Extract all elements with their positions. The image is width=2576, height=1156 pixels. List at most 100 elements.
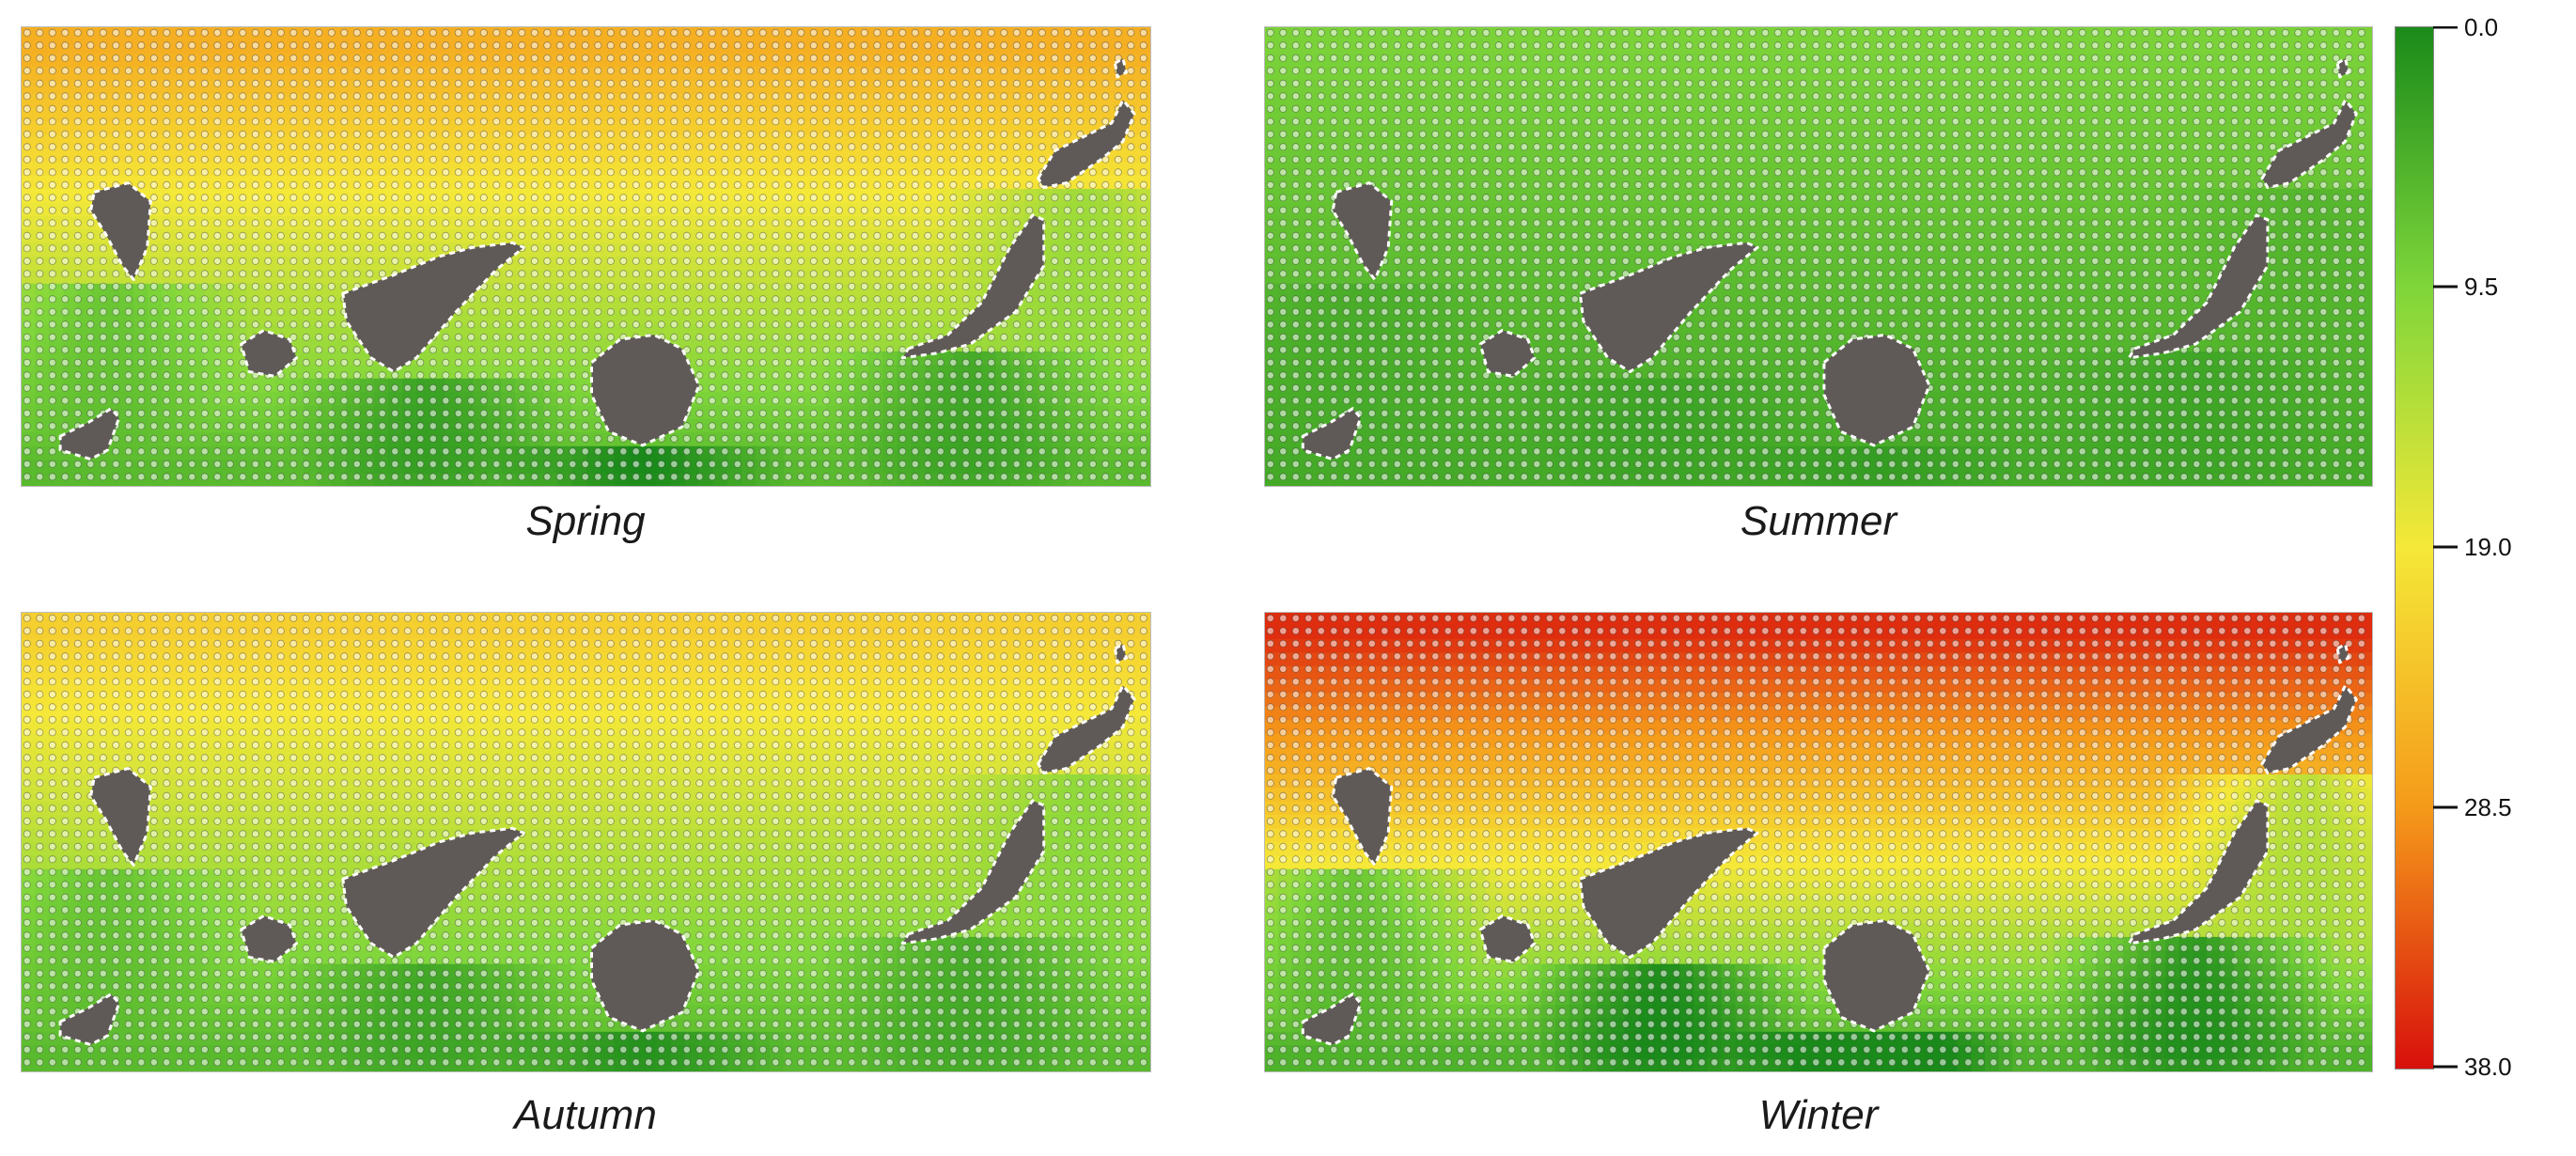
grid-point — [239, 117, 247, 126]
grid-point — [327, 28, 336, 37]
grid-point — [569, 282, 577, 290]
grid-point — [721, 168, 729, 177]
sea-cell — [642, 120, 658, 135]
grid-point — [530, 346, 539, 354]
grid-point — [1127, 41, 1135, 50]
sea-cell — [176, 215, 192, 230]
grid-point — [188, 244, 196, 253]
grid-point — [581, 79, 589, 87]
grid-point — [340, 231, 349, 240]
grid-point — [822, 194, 831, 202]
sea-cell — [868, 324, 883, 339]
grid-point — [315, 206, 323, 214]
grid-point — [657, 320, 665, 329]
grid-point — [924, 270, 932, 278]
sea-cell — [331, 215, 347, 230]
grid-point — [429, 117, 437, 126]
grid-point — [898, 130, 907, 138]
grid-point — [606, 28, 615, 37]
grid-point — [1012, 130, 1021, 138]
sea-cell — [473, 215, 488, 230]
grid-point — [302, 168, 310, 177]
grid-point — [657, 155, 665, 164]
grid-point — [1025, 104, 1034, 113]
grid-point — [885, 104, 894, 113]
grid-point — [149, 270, 158, 278]
grid-point — [911, 244, 919, 253]
grid-point — [429, 155, 437, 164]
grid-point — [251, 320, 259, 329]
grid-point — [1076, 92, 1085, 101]
grid-point — [1088, 67, 1097, 75]
grid-point — [581, 333, 589, 341]
grid-point — [264, 143, 273, 151]
grid-point — [822, 67, 831, 75]
grid-point — [302, 92, 310, 101]
sea-cell — [755, 297, 771, 312]
grid-point — [239, 143, 247, 151]
grid-point — [961, 143, 970, 151]
grid-point — [682, 130, 691, 138]
grid-point — [226, 257, 234, 265]
grid-point — [505, 67, 513, 75]
grid-point — [226, 333, 234, 341]
grid-point — [1076, 194, 1085, 202]
grid-point — [733, 67, 742, 75]
grid-point — [695, 130, 704, 138]
grid-point — [366, 67, 374, 75]
sea-cell — [1009, 120, 1025, 135]
grid-point — [885, 320, 894, 329]
grid-point — [23, 307, 31, 316]
grid-point — [112, 67, 120, 75]
grid-point — [911, 104, 919, 113]
grid-point — [708, 231, 716, 240]
grid-point — [1114, 206, 1122, 214]
grid-point — [23, 180, 31, 189]
grid-point — [682, 295, 691, 304]
grid-point — [86, 320, 95, 329]
grid-point — [99, 117, 107, 126]
grid-point — [23, 28, 31, 37]
grid-point — [61, 54, 70, 62]
sea-cell — [317, 26, 333, 41]
grid-point — [251, 206, 259, 214]
grid-point — [226, 117, 234, 126]
grid-point — [645, 194, 653, 202]
grid-point — [188, 41, 196, 50]
grid-point — [492, 28, 501, 37]
grid-point — [340, 206, 349, 214]
grid-point — [784, 67, 792, 75]
grid-point — [949, 307, 958, 316]
grid-point — [733, 282, 742, 290]
grid-point — [327, 194, 336, 202]
grid-point — [492, 282, 501, 290]
sea-cell — [868, 107, 883, 122]
grid-point — [835, 54, 843, 62]
grid-point — [213, 206, 222, 214]
sea-cell — [133, 351, 148, 366]
grid-point — [898, 320, 907, 329]
grid-point — [188, 28, 196, 37]
grid-point — [1088, 270, 1097, 278]
sea-cell — [1009, 134, 1025, 149]
sea-cell — [260, 297, 276, 312]
grid-point — [251, 155, 259, 164]
grid-point — [137, 270, 146, 278]
grid-point — [518, 270, 526, 278]
grid-point — [73, 206, 82, 214]
grid-point — [352, 41, 361, 50]
grid-point — [936, 257, 945, 265]
grid-point — [784, 54, 792, 62]
grid-point — [429, 54, 437, 62]
grid-point — [149, 346, 158, 354]
grid-point — [885, 219, 894, 227]
grid-point — [518, 219, 526, 227]
grid-point — [416, 67, 425, 75]
grid-point — [1101, 194, 1110, 202]
grid-point — [86, 54, 95, 62]
grid-point — [467, 155, 476, 164]
grid-point — [99, 307, 107, 316]
grid-point — [112, 295, 120, 304]
sea-cell — [826, 26, 841, 41]
grid-point — [36, 282, 44, 290]
